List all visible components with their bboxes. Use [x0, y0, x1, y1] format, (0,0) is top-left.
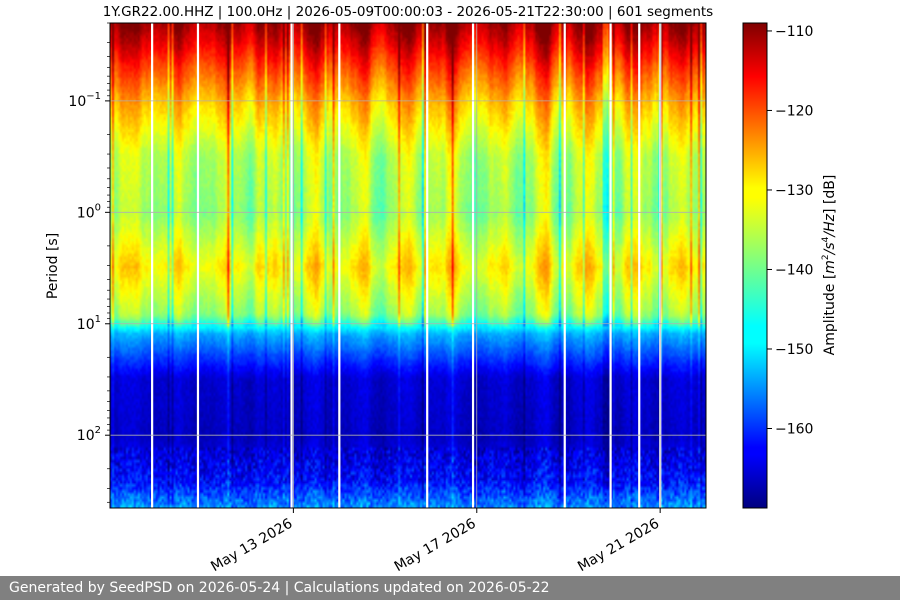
- colorbar-tick-label-0: −110: [775, 24, 813, 40]
- y-tick-label-2: 101: [77, 314, 101, 333]
- x-axis: May 13 2026 May 17 2026 May 21 2026: [208, 508, 662, 575]
- footer-banner: Generated by SeedPSD on 2026-05-24 | Cal…: [0, 576, 900, 600]
- colorbar-label-suffix: ] [dB]: [822, 175, 838, 214]
- colorbar-tick-label-5: −160: [775, 421, 813, 437]
- data-gap-3: [338, 23, 341, 508]
- data-gap-8: [638, 23, 641, 508]
- x-tick-label-0: May 13 2026: [208, 516, 295, 576]
- data-gap-2: [290, 23, 293, 508]
- colorbar-tick-label-4: −150: [775, 342, 813, 358]
- colorbar-label-mid: /s: [822, 242, 838, 256]
- spectrogram-heatmap: [110, 23, 706, 508]
- colorbar-label: Amplitude [m2/s4/Hz] [dB]: [821, 175, 838, 356]
- colorbar-label-sup1: 2: [821, 254, 831, 260]
- colorbar-ticks: −110 −120 −130 −140 −150 −160: [767, 24, 813, 437]
- colorbar-label-end: /Hz: [822, 213, 838, 238]
- grid-lines: [110, 23, 706, 508]
- y-tick-label-0: 10−1: [68, 91, 101, 110]
- data-gap-0: [151, 23, 154, 508]
- colorbar-tick-label-1: −120: [775, 103, 813, 119]
- y-tick-label-3: 102: [77, 425, 101, 444]
- data-gap-5: [471, 23, 475, 508]
- colorbar-label-units: m: [822, 260, 838, 274]
- data-gap-6: [563, 23, 566, 508]
- spectrogram-plot: [110, 23, 706, 508]
- y-axis-label: Period [s]: [45, 233, 61, 299]
- data-gap-7: [609, 23, 612, 508]
- colorbar-label-prefix: Amplitude [: [822, 274, 838, 356]
- y-tick-label-1: 100: [77, 202, 101, 221]
- chart-title: 1Y.GR22.00.HHZ | 100.0Hz | 2026-05-09T00…: [103, 4, 713, 20]
- y-axis: 10−1 100 101 102: [68, 22, 110, 503]
- colorbar-tick-label-3: −140: [775, 262, 813, 278]
- colorbar-tick-label-2: −130: [775, 183, 813, 199]
- colorbar-label-sup2: 4: [821, 236, 831, 242]
- data-gap-4: [426, 23, 429, 508]
- colorbar: −110 −120 −130 −140 −150 −160 Amplitude [m2/s…: [742, 22, 838, 509]
- colorbar-gradient: [742, 22, 768, 509]
- x-tick-label-1: May 17 2026: [392, 516, 479, 576]
- x-tick-label-2: May 21 2026: [575, 516, 662, 576]
- data-gap-1: [196, 23, 200, 508]
